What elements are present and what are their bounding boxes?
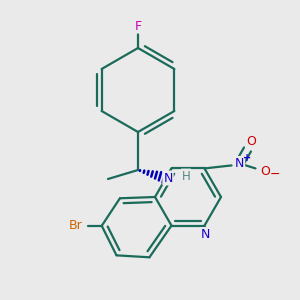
- Text: N: N: [201, 228, 210, 241]
- Text: F: F: [134, 20, 142, 32]
- Text: O: O: [261, 165, 270, 178]
- Text: +: +: [243, 153, 252, 164]
- Text: Br: Br: [69, 219, 82, 232]
- Text: −: −: [269, 168, 280, 181]
- Text: N: N: [235, 157, 244, 170]
- Text: N: N: [163, 172, 173, 184]
- Text: H: H: [182, 169, 190, 182]
- Text: O: O: [247, 135, 256, 148]
